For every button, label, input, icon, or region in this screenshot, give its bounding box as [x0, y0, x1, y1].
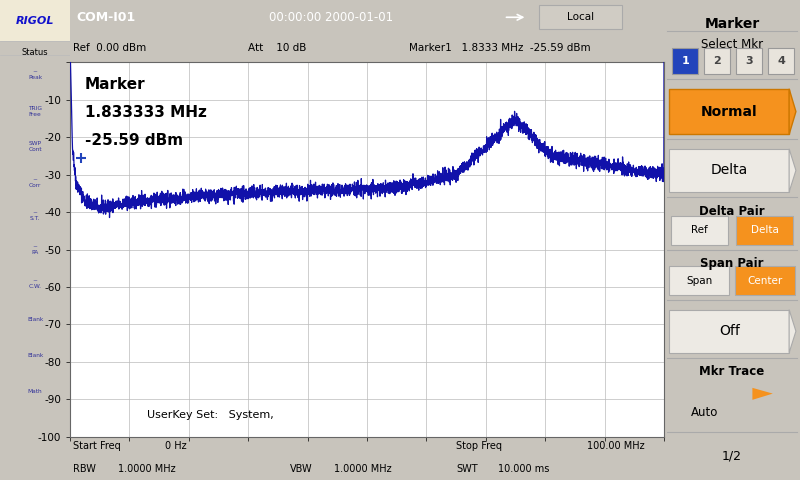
Text: 4: 4: [777, 56, 785, 66]
Text: ~
C.W.: ~ C.W.: [29, 278, 42, 288]
Text: Delta Pair: Delta Pair: [699, 205, 765, 218]
Text: Math: Math: [28, 389, 42, 394]
Text: 1.0000 MHz: 1.0000 MHz: [334, 464, 392, 474]
Text: Blank: Blank: [27, 317, 43, 322]
Text: Span Pair: Span Pair: [700, 257, 764, 270]
Text: 0 Hz: 0 Hz: [165, 441, 186, 451]
Text: COM-I01: COM-I01: [76, 11, 135, 24]
Text: Marker: Marker: [85, 77, 146, 92]
Polygon shape: [789, 89, 796, 134]
Polygon shape: [789, 310, 796, 353]
Bar: [736, 216, 794, 245]
Text: Select Mkr: Select Mkr: [701, 38, 763, 51]
Text: 1.0000 MHz: 1.0000 MHz: [118, 464, 175, 474]
Bar: [704, 48, 730, 74]
Text: RIGOL: RIGOL: [16, 16, 54, 25]
Text: Status: Status: [22, 48, 48, 57]
Text: Auto: Auto: [691, 406, 718, 419]
Text: Att    10 dB: Att 10 dB: [248, 43, 306, 53]
Bar: [670, 310, 789, 353]
Bar: [734, 266, 794, 295]
Bar: [670, 216, 728, 245]
Text: Mkr Trace: Mkr Trace: [699, 365, 765, 378]
Text: Marker: Marker: [704, 17, 760, 31]
Text: Off: Off: [719, 324, 740, 338]
Text: Span: Span: [686, 276, 713, 286]
Bar: [539, 5, 622, 29]
Text: UserKey Set:   System,: UserKey Set: System,: [147, 410, 274, 420]
Bar: [670, 149, 789, 192]
Text: ~
PA: ~ PA: [31, 244, 38, 255]
Text: Delta: Delta: [750, 226, 778, 235]
Text: TRIG
Free: TRIG Free: [28, 106, 42, 117]
Text: Marker1   1.8333 MHz  -25.59 dBm: Marker1 1.8333 MHz -25.59 dBm: [409, 43, 590, 53]
Text: Local: Local: [567, 12, 594, 22]
Text: Stop Freq: Stop Freq: [456, 441, 502, 451]
Text: 1: 1: [682, 56, 689, 66]
Text: Normal: Normal: [701, 105, 758, 119]
Polygon shape: [789, 149, 796, 192]
Text: SWT: SWT: [456, 464, 478, 474]
Bar: [670, 89, 789, 134]
Text: Ref  0.00 dBm: Ref 0.00 dBm: [73, 43, 146, 53]
Text: RBW: RBW: [73, 464, 96, 474]
Text: Delta: Delta: [710, 163, 748, 178]
Bar: [768, 48, 794, 74]
Text: 3: 3: [745, 56, 753, 66]
Bar: [670, 266, 730, 295]
Text: 1/2: 1/2: [722, 449, 742, 463]
Text: Center: Center: [747, 276, 782, 286]
Polygon shape: [752, 388, 773, 400]
Bar: [736, 48, 762, 74]
Bar: [0, 0, 70, 41]
Text: 1.833333 MHz: 1.833333 MHz: [85, 105, 206, 120]
Text: SWP
Cont: SWP Cont: [28, 141, 42, 152]
Text: ~
Peak: ~ Peak: [28, 69, 42, 80]
Text: 2: 2: [713, 56, 721, 66]
Text: ~
Corr: ~ Corr: [29, 177, 41, 188]
Text: -25.59 dBm: -25.59 dBm: [85, 133, 183, 148]
Text: Start Freq: Start Freq: [73, 441, 121, 451]
Text: 100.00 MHz: 100.00 MHz: [586, 441, 645, 451]
Text: Ref: Ref: [691, 226, 708, 235]
Text: 00:00:00 2000-01-01: 00:00:00 2000-01-01: [270, 11, 394, 24]
Text: Blank: Blank: [27, 353, 43, 358]
Text: 10.000 ms: 10.000 ms: [498, 464, 549, 474]
Bar: [672, 48, 698, 74]
Text: VBW: VBW: [290, 464, 313, 474]
Text: ~
S.T.: ~ S.T.: [30, 211, 40, 221]
